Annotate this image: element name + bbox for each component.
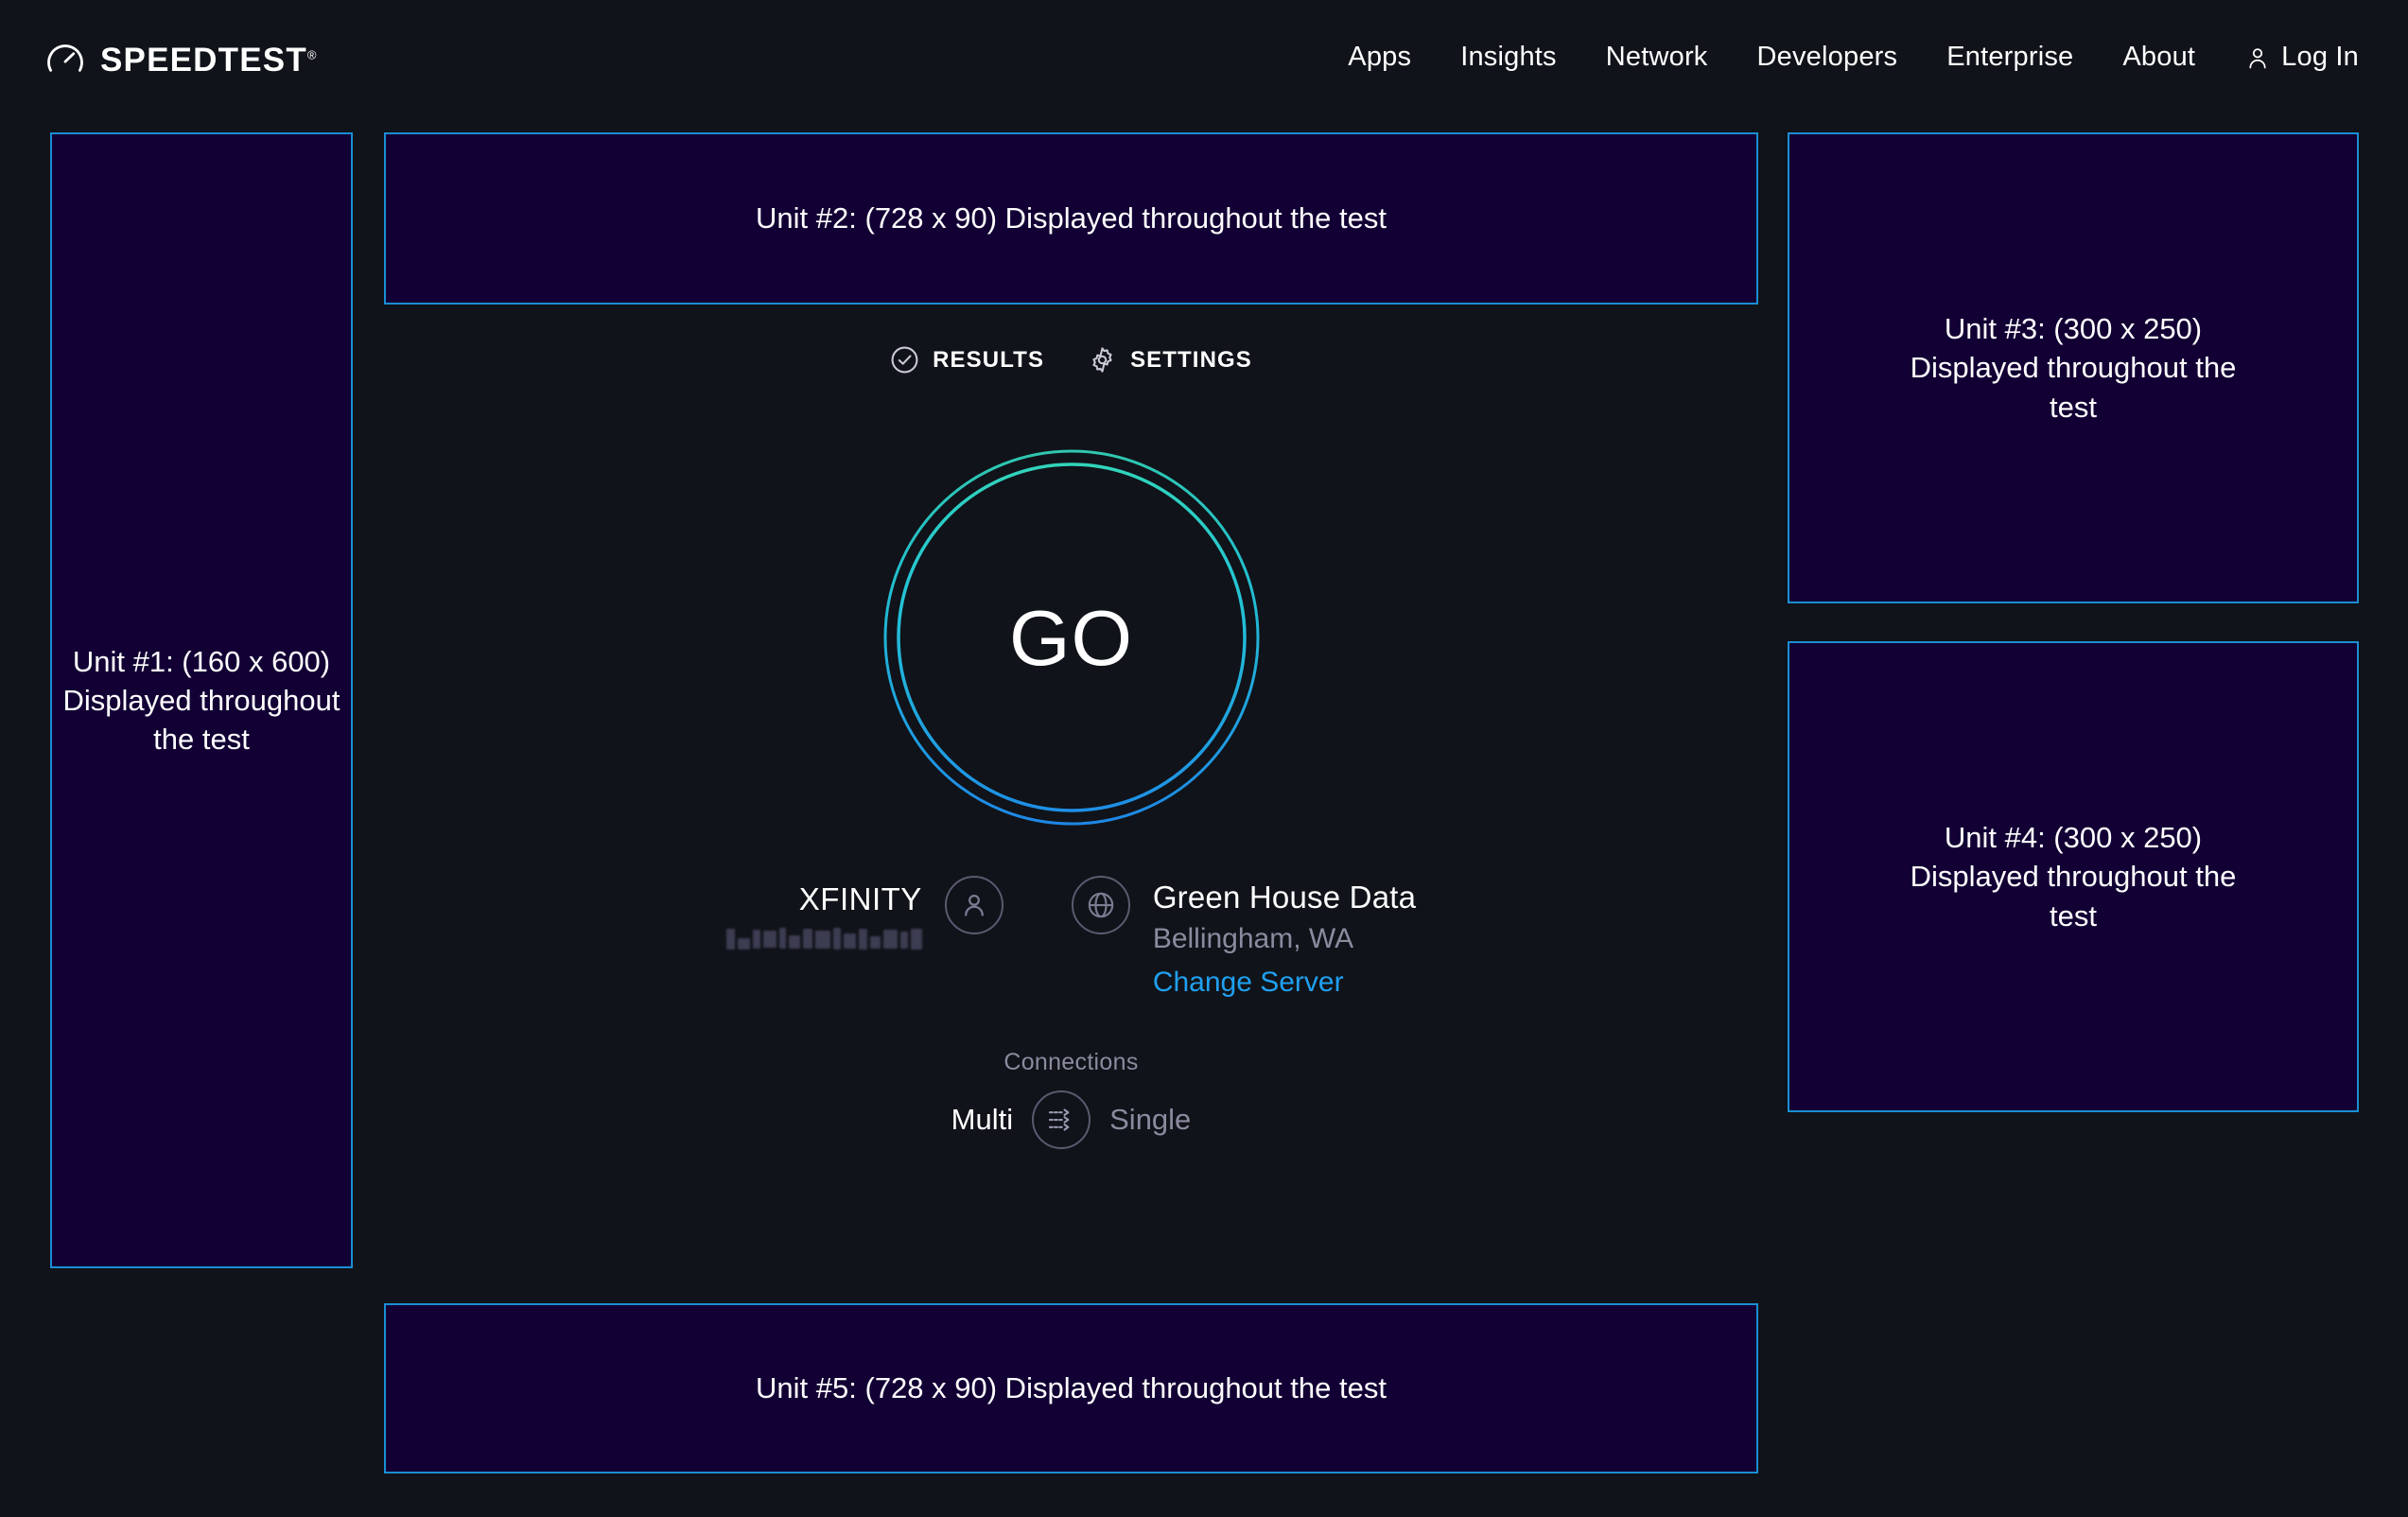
isp-ip-redacted [725,927,922,951]
speedtest-main: RESULTS SETTINGS [384,322,1758,1149]
settings-label: SETTINGS [1130,346,1252,373]
ad-unit-3[interactable]: Unit #3: (300 x 250) Displayed throughou… [1788,132,2359,603]
go-button-rings [883,449,1259,826]
ad-unit-4-text: Unit #4: (300 x 250) Displayed throughou… [1910,821,2237,933]
person-icon [2244,44,2271,71]
results-label: RESULTS [933,346,1045,373]
nav-item-insights[interactable]: Insights [1460,42,1557,72]
ad-unit-1-text: Unit #1: (160 x 600) Displayed throughou… [62,644,340,757]
connection-info: XFINITY [725,876,1416,1000]
trademark-symbol: ® [306,46,317,61]
server-location: Bellingham, WA [1152,922,1354,954]
connections-toggle-row: Multi Single [951,1090,1192,1149]
login-button[interactable]: Log In [2220,42,2359,73]
settings-button[interactable]: SETTINGS [1088,345,1252,375]
site-header: SPEEDTEST® Apps Insights Network Develop… [0,0,2408,112]
ad-unit-3-text: Unit #3: (300 x 250) Displayed throughou… [1910,312,2237,424]
person-circle-icon [944,876,1003,934]
ad-unit-5-text: Unit #5: (728 x 90) Displayed throughout… [756,1371,1387,1405]
isp-block[interactable]: XFINITY [725,876,1003,951]
nav-item-about[interactable]: About [2122,42,2196,72]
login-label: Log In [2281,42,2359,72]
ad-unit-1[interactable]: Unit #1: (160 x 600) Displayed throughou… [50,132,353,1268]
server-texts: Green House Data Bellingham, WA Change S… [1153,876,1416,1000]
go-button[interactable]: GO [882,448,1261,827]
go-label: GO [1008,593,1134,682]
server-name: Green House Data [1152,880,1417,915]
speedometer-icon [45,40,85,79]
gear-icon [1088,345,1117,375]
multi-arrows-icon [1045,1104,1077,1136]
ad-unit-5[interactable]: Unit #5: (728 x 90) Displayed throughout… [384,1303,1758,1473]
ad-unit-4[interactable]: Unit #4: (300 x 250) Displayed throughou… [1788,641,2359,1112]
brand-name: SPEEDTEST® [100,44,317,77]
connections-section: Connections Multi Sin [951,1048,1192,1149]
nav-item-enterprise[interactable]: Enterprise [1946,42,2074,72]
nav-item-apps[interactable]: Apps [1348,42,1412,72]
ad-unit-2[interactable]: Unit #2: (728 x 90) Displayed throughout… [384,132,1758,305]
brand-logo[interactable]: SPEEDTEST® [45,40,317,79]
results-button[interactable]: RESULTS [890,345,1044,375]
ad-unit-2-text: Unit #2: (728 x 90) Displayed throughout… [756,201,1387,235]
results-settings-bar: RESULTS SETTINGS [890,345,1252,375]
globe-icon [1071,876,1130,934]
change-server-link[interactable]: Change Server [1152,967,1344,999]
brand-name-text: SPEEDTEST [100,41,307,78]
connections-toggle-button[interactable] [1032,1090,1091,1149]
nav-item-network[interactable]: Network [1605,42,1708,72]
main-navigation: Apps Insights Network Developers Enterpr… [1323,42,2359,73]
isp-texts: XFINITY [725,876,922,951]
server-block[interactable]: Green House Data Bellingham, WA Change S… [1071,876,1416,1000]
connections-multi-label[interactable]: Multi [951,1103,1014,1137]
connections-title: Connections [1003,1048,1139,1075]
nav-item-developers[interactable]: Developers [1756,42,1898,72]
isp-name: XFINITY [798,881,922,916]
check-circle-icon [890,345,919,375]
connections-single-label[interactable]: Single [1109,1103,1192,1137]
